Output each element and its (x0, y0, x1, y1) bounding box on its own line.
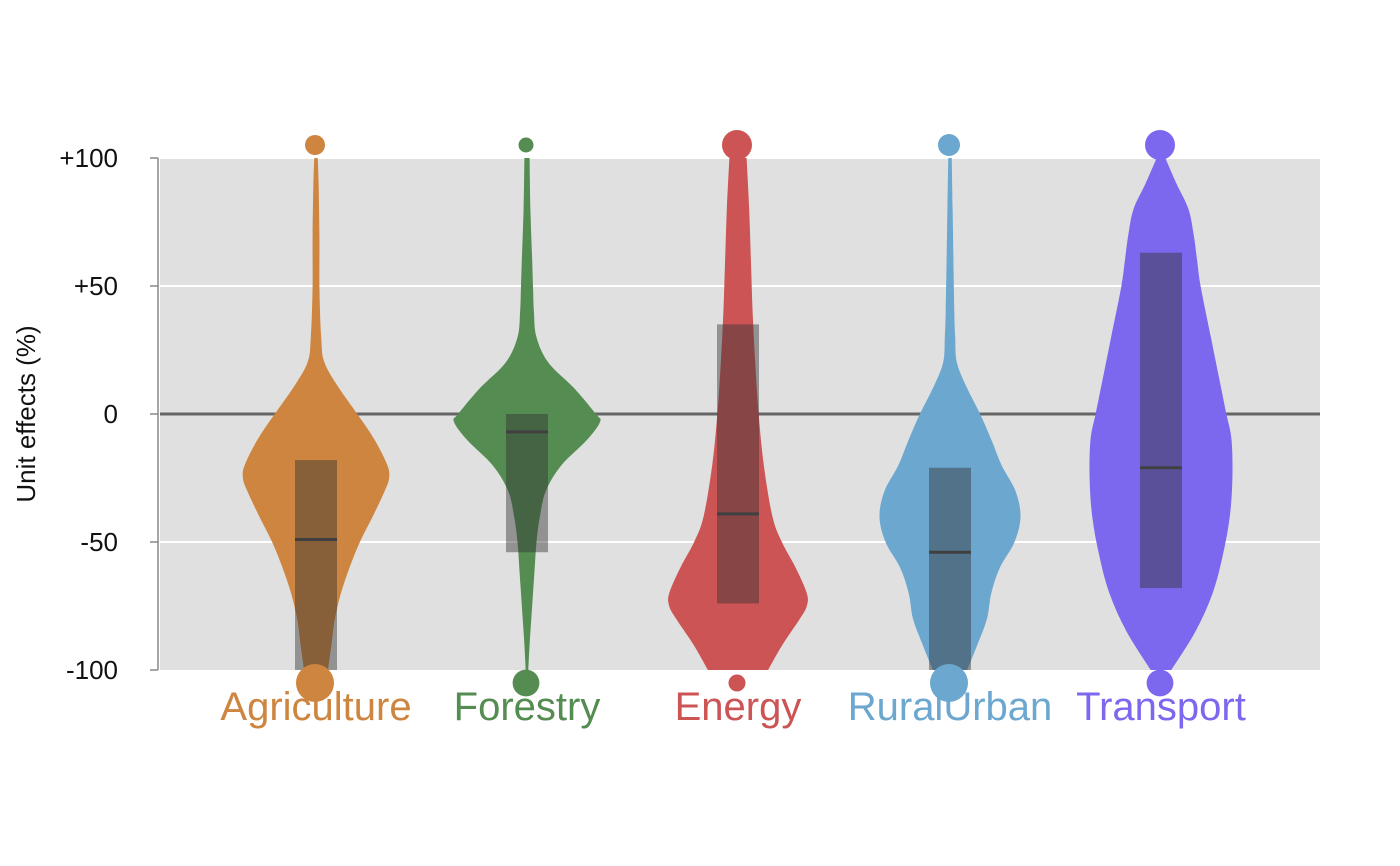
violin-body (242, 158, 390, 670)
category-label: RuralUrban (848, 685, 1053, 729)
category-labels: Agriculture Forestry Energy RuralUrban Trans… (220, 685, 1245, 729)
iqr-box (717, 324, 759, 604)
below-range-marker (296, 664, 334, 702)
below-range-marker (930, 664, 968, 702)
above-range-marker (938, 134, 960, 156)
iqr-box (295, 460, 337, 670)
violin-transport (1089, 130, 1233, 697)
y-tick-label: +50 (74, 271, 118, 301)
violin-ruralurban (879, 134, 1021, 702)
violin-energy (668, 130, 808, 692)
below-range-marker (728, 674, 746, 692)
above-range-marker (518, 137, 534, 153)
violin-forestry (453, 137, 601, 697)
category-label: Transport (1076, 685, 1246, 729)
violin-agriculture (242, 135, 390, 702)
above-range-marker (305, 135, 325, 155)
iqr-box (506, 414, 548, 553)
y-tick-label: +100 (59, 143, 118, 173)
category-label: Agriculture (220, 685, 411, 729)
y-axis-title: Unit effects (%) (11, 325, 41, 502)
violins (242, 130, 1233, 702)
below-range-marker (1146, 669, 1174, 697)
violin-body (879, 158, 1021, 670)
below-range-marker (512, 669, 540, 697)
category-label: Forestry (454, 685, 601, 729)
y-tick-label: -100 (66, 655, 118, 685)
y-axis-ticks: +100 +50 0 -50 -100 (59, 143, 158, 685)
y-tick-label: -50 (80, 527, 118, 557)
above-range-marker (1145, 130, 1175, 160)
violin-body (1089, 158, 1233, 670)
violin-body (453, 158, 601, 670)
iqr-box (1140, 252, 1182, 589)
above-range-marker (722, 130, 752, 160)
violin-body (668, 158, 808, 670)
category-label: Energy (675, 685, 802, 729)
y-tick-label: 0 (104, 399, 118, 429)
iqr-box (929, 467, 971, 670)
